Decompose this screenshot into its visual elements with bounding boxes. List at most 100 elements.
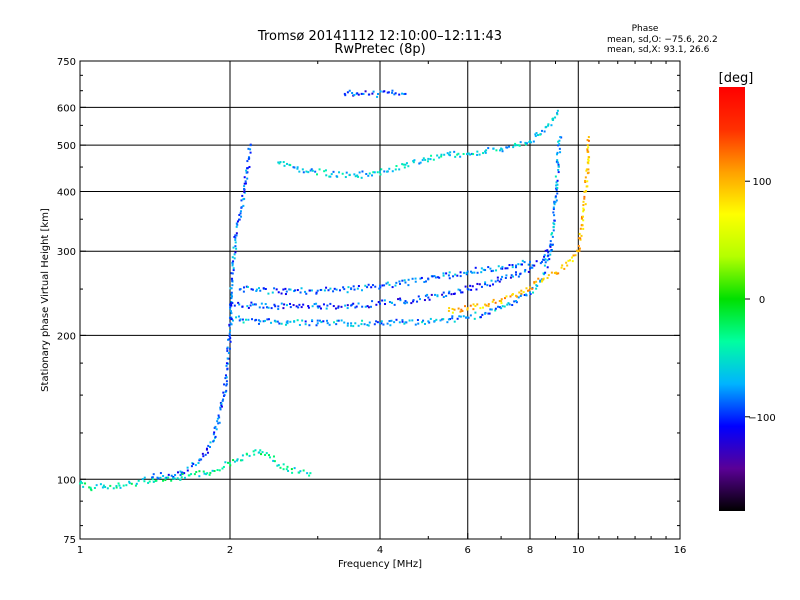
data-point: [348, 173, 351, 176]
data-point: [242, 321, 245, 324]
data-point: [183, 472, 186, 475]
data-point: [559, 151, 562, 154]
data-point: [515, 264, 518, 267]
data-point: [391, 91, 394, 94]
data-point: [229, 306, 232, 309]
data-point: [267, 292, 270, 295]
data-point: [352, 285, 355, 288]
data-point: [487, 312, 490, 315]
data-point: [302, 171, 305, 174]
data-point: [426, 293, 429, 296]
data-point: [241, 305, 244, 308]
data-point: [442, 295, 445, 298]
data-point: [233, 460, 236, 463]
data-point: [379, 322, 381, 325]
data-point: [226, 357, 229, 360]
data-point: [533, 281, 536, 284]
data-point: [223, 394, 226, 397]
data-point: [383, 170, 386, 173]
data-point: [500, 298, 503, 301]
data-point: [260, 302, 263, 305]
data-point: [247, 156, 250, 159]
data-point: [522, 291, 525, 294]
data-point: [479, 307, 482, 310]
data-point: [438, 276, 441, 279]
data-point: [584, 190, 587, 193]
data-point: [473, 271, 476, 274]
data-point: [282, 307, 285, 310]
data-point: [556, 186, 559, 189]
data-point: [498, 149, 501, 152]
x-tick-label: 8: [527, 545, 533, 556]
data-point: [385, 282, 388, 285]
data-point: [584, 203, 587, 206]
data-point: [226, 346, 229, 349]
data-point: [239, 288, 242, 291]
data-point: [213, 431, 216, 434]
y-tick-label: 300: [57, 247, 76, 258]
data-point: [293, 290, 296, 293]
data-point: [162, 479, 165, 482]
data-point: [466, 307, 469, 310]
data-point: [216, 469, 219, 472]
data-point: [209, 471, 212, 474]
data-point: [258, 306, 261, 309]
data-point: [315, 324, 318, 327]
data-point: [578, 237, 581, 240]
data-point: [180, 476, 183, 479]
data-point: [535, 287, 538, 290]
data-point: [361, 170, 364, 173]
data-point: [373, 171, 376, 174]
data-point: [148, 480, 151, 483]
data-point: [530, 141, 533, 144]
data-point: [207, 444, 210, 447]
data-point: [419, 161, 422, 164]
data-point: [556, 183, 559, 186]
data-point: [235, 225, 238, 228]
data-point: [309, 472, 312, 475]
data-point: [298, 471, 301, 474]
data-point: [587, 171, 590, 174]
data-point: [546, 249, 549, 252]
data-point: [265, 452, 268, 455]
data-point: [206, 451, 209, 454]
data-point: [448, 307, 451, 310]
data-point: [277, 308, 280, 311]
data-point: [289, 164, 292, 167]
data-point: [268, 454, 271, 457]
data-point: [478, 153, 481, 156]
data-point: [360, 92, 363, 95]
chart-title: Tromsø 20141112 12:10:00–12:11:43: [257, 29, 502, 44]
data-point: [540, 129, 543, 132]
data-point: [533, 264, 536, 267]
data-point: [543, 254, 546, 257]
data-point: [291, 471, 294, 474]
data-point: [578, 249, 581, 252]
data-point: [320, 321, 323, 324]
data-point: [506, 267, 509, 270]
data-point: [125, 484, 128, 487]
data-point: [494, 301, 497, 304]
data-point: [401, 92, 404, 95]
data-point: [495, 269, 498, 272]
data-point: [241, 454, 244, 457]
data-point: [508, 303, 511, 306]
data-point: [465, 271, 468, 274]
data-point: [547, 274, 550, 277]
data-point: [229, 337, 232, 340]
data-point: [95, 484, 98, 487]
data-point: [190, 473, 193, 476]
data-point: [190, 465, 193, 468]
data-point: [421, 321, 424, 324]
y-tick-label: 400: [57, 187, 76, 198]
data-point: [550, 249, 553, 252]
data-point: [228, 325, 231, 328]
data-point: [500, 147, 503, 150]
data-point: [229, 329, 232, 332]
data-point: [456, 153, 459, 156]
data-point: [523, 261, 526, 264]
data-point: [296, 289, 299, 292]
data-point: [308, 289, 311, 292]
data-point: [407, 284, 410, 287]
data-point: [376, 321, 379, 324]
